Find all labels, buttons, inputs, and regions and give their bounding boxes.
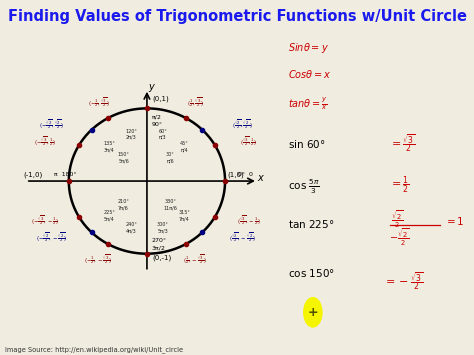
Text: 300°
5π/3: 300° 5π/3 bbox=[156, 222, 168, 234]
Text: x: x bbox=[257, 173, 263, 183]
Text: $Sin\theta = y$: $Sin\theta = y$ bbox=[288, 40, 329, 55]
Text: (-1,0): (-1,0) bbox=[24, 171, 43, 178]
Text: $(\frac{\sqrt{3}}{2},-\frac{1}{2})$: $(\frac{\sqrt{3}}{2},-\frac{1}{2})$ bbox=[237, 214, 261, 226]
Text: Image Source: http://en.wikipedia.org/wiki/Unit_circle: Image Source: http://en.wikipedia.org/wi… bbox=[5, 346, 183, 353]
Circle shape bbox=[304, 298, 322, 327]
Text: $(-\frac{\sqrt{3}}{2},\frac{1}{2})$: $(-\frac{\sqrt{3}}{2},\frac{1}{2})$ bbox=[35, 136, 56, 148]
Text: $(\frac{\sqrt{2}}{2},\frac{\sqrt{2}}{2})$: $(\frac{\sqrt{2}}{2},\frac{\sqrt{2}}{2})… bbox=[232, 118, 253, 131]
Text: $-\frac{\sqrt{2}}{2}$: $-\frac{\sqrt{2}}{2}$ bbox=[389, 227, 409, 248]
Text: 150°
5π/6: 150° 5π/6 bbox=[118, 152, 129, 163]
Text: 135°
3π/4: 135° 3π/4 bbox=[103, 141, 115, 152]
Text: (0,1): (0,1) bbox=[153, 95, 169, 102]
Text: $= \frac{\sqrt{3}}{2}$: $= \frac{\sqrt{3}}{2}$ bbox=[389, 132, 416, 154]
Text: $= \frac{1}{2}$: $= \frac{1}{2}$ bbox=[389, 175, 409, 196]
Text: π/2: π/2 bbox=[152, 115, 162, 120]
Text: $(-\frac{\sqrt{3}}{2},-\frac{1}{2})$: $(-\frac{\sqrt{3}}{2},-\frac{1}{2})$ bbox=[31, 214, 60, 226]
Text: 30°
π/6: 30° π/6 bbox=[166, 152, 175, 163]
Text: 315°
7π/4: 315° 7π/4 bbox=[179, 210, 191, 221]
Text: Finding Values of Trigonometric Functions w/Unit Circle: Finding Values of Trigonometric Function… bbox=[8, 9, 466, 24]
Text: $tan\theta = \frac{y}{x}$: $tan\theta = \frac{y}{x}$ bbox=[288, 95, 328, 113]
Text: 120°
2π/3: 120° 2π/3 bbox=[126, 129, 137, 140]
Text: $\mathrm{cos}\ \frac{5\pi}{3}$: $\mathrm{cos}\ \frac{5\pi}{3}$ bbox=[288, 178, 320, 196]
Text: $= -\frac{\sqrt{3}}{2}$: $= -\frac{\sqrt{3}}{2}$ bbox=[383, 269, 423, 291]
Text: $(-\frac{\sqrt{2}}{2},\frac{\sqrt{2}}{2})$: $(-\frac{\sqrt{2}}{2},\frac{\sqrt{2}}{2}… bbox=[39, 118, 64, 131]
Text: 225°
5π/4: 225° 5π/4 bbox=[103, 210, 115, 221]
Text: $(-\frac{1}{2},\frac{\sqrt{3}}{2})$: $(-\frac{1}{2},\frac{\sqrt{3}}{2})$ bbox=[88, 97, 109, 109]
Text: 330°
11π/6: 330° 11π/6 bbox=[164, 199, 177, 210]
Text: $\frac{\sqrt{2}}{2}$: $\frac{\sqrt{2}}{2}$ bbox=[391, 208, 403, 230]
Text: 45°
π/4: 45° π/4 bbox=[180, 141, 189, 152]
Text: $\mathrm{cos}\ 150°$: $\mathrm{cos}\ 150°$ bbox=[288, 267, 335, 279]
Text: y: y bbox=[148, 82, 154, 92]
Text: 240°
4π/3: 240° 4π/3 bbox=[126, 222, 137, 234]
Text: $\mathrm{sin}\ 60°$: $\mathrm{sin}\ 60°$ bbox=[288, 138, 326, 150]
Text: 60°
π/3: 60° π/3 bbox=[158, 129, 167, 140]
Text: 3π/2: 3π/2 bbox=[152, 246, 165, 251]
Text: $Cos\theta = x$: $Cos\theta = x$ bbox=[288, 68, 332, 80]
Text: (1,0): (1,0) bbox=[228, 171, 244, 178]
Text: 270°: 270° bbox=[152, 238, 167, 243]
Text: 90°: 90° bbox=[152, 122, 163, 127]
Text: +: + bbox=[308, 306, 318, 319]
Text: (0,-1): (0,-1) bbox=[153, 255, 172, 262]
Text: $(-\frac{1}{2},-\frac{\sqrt{3}}{2})$: $(-\frac{1}{2},-\frac{\sqrt{3}}{2})$ bbox=[84, 253, 113, 266]
Text: $(\frac{1}{2},\frac{\sqrt{3}}{2})$: $(\frac{1}{2},\frac{\sqrt{3}}{2})$ bbox=[187, 97, 204, 109]
Text: $(\frac{1}{2},-\frac{\sqrt{3}}{2})$: $(\frac{1}{2},-\frac{\sqrt{3}}{2})$ bbox=[183, 253, 207, 266]
Text: 0°  0: 0° 0 bbox=[237, 171, 253, 176]
Text: $(-\frac{\sqrt{2}}{2},-\frac{\sqrt{2}}{2})$: $(-\frac{\sqrt{2}}{2},-\frac{\sqrt{2}}{2… bbox=[36, 231, 67, 244]
Text: $(\frac{\sqrt{3}}{2},\frac{1}{2})$: $(\frac{\sqrt{3}}{2},\frac{1}{2})$ bbox=[240, 136, 257, 148]
Text: $\mathrm{tan}\ 225°$: $\mathrm{tan}\ 225°$ bbox=[288, 218, 335, 230]
Text: $(\frac{\sqrt{2}}{2},-\frac{\sqrt{2}}{2})$: $(\frac{\sqrt{2}}{2},-\frac{\sqrt{2}}{2}… bbox=[229, 231, 256, 244]
Text: $= 1$: $= 1$ bbox=[444, 215, 464, 226]
Text: π  180°: π 180° bbox=[54, 171, 76, 176]
Text: 210°
7π/6: 210° 7π/6 bbox=[118, 199, 129, 210]
